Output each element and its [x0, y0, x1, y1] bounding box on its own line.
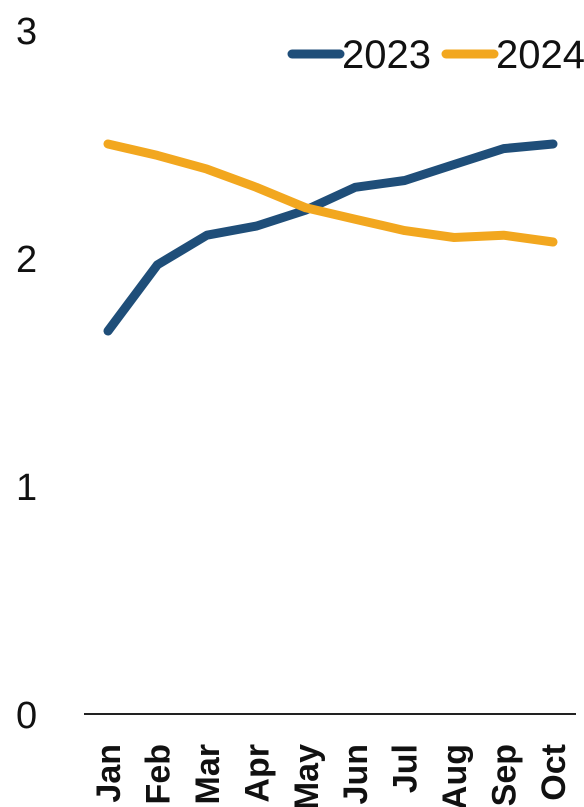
x-tick-label-aug: Aug — [436, 744, 474, 807]
x-tick-label-mar: Mar — [189, 744, 227, 804]
series-line-2024 — [103, 139, 558, 247]
x-tick-label-jun: Jun — [337, 744, 375, 804]
x-tick-label-oct: Oct — [535, 744, 573, 801]
y-tick-label-2: 2 — [16, 239, 37, 281]
x-tick-label-jan: Jan — [90, 744, 128, 803]
y-axis: 0 1 2 3 — [16, 11, 37, 737]
y-tick-label-3: 3 — [16, 11, 37, 53]
x-tick-label-may: May — [288, 744, 326, 807]
x-axis: Jan Feb Mar Apr May Jun Jul Aug Sep Oct — [90, 744, 573, 807]
legend: 2023 2024 — [287, 33, 584, 77]
legend-label-2023: 2023 — [342, 33, 431, 77]
legend-label-2024: 2024 — [496, 33, 584, 77]
x-tick-label-apr: Apr — [238, 744, 276, 803]
y-tick-label-0: 0 — [16, 695, 37, 737]
x-tick-label-sep: Sep — [486, 744, 524, 806]
x-tick-label-feb: Feb — [139, 744, 177, 804]
series-line-2023 — [103, 139, 558, 336]
series-layer — [103, 139, 558, 336]
x-tick-label-jul: Jul — [387, 744, 425, 793]
y-tick-label-1: 1 — [16, 467, 37, 509]
